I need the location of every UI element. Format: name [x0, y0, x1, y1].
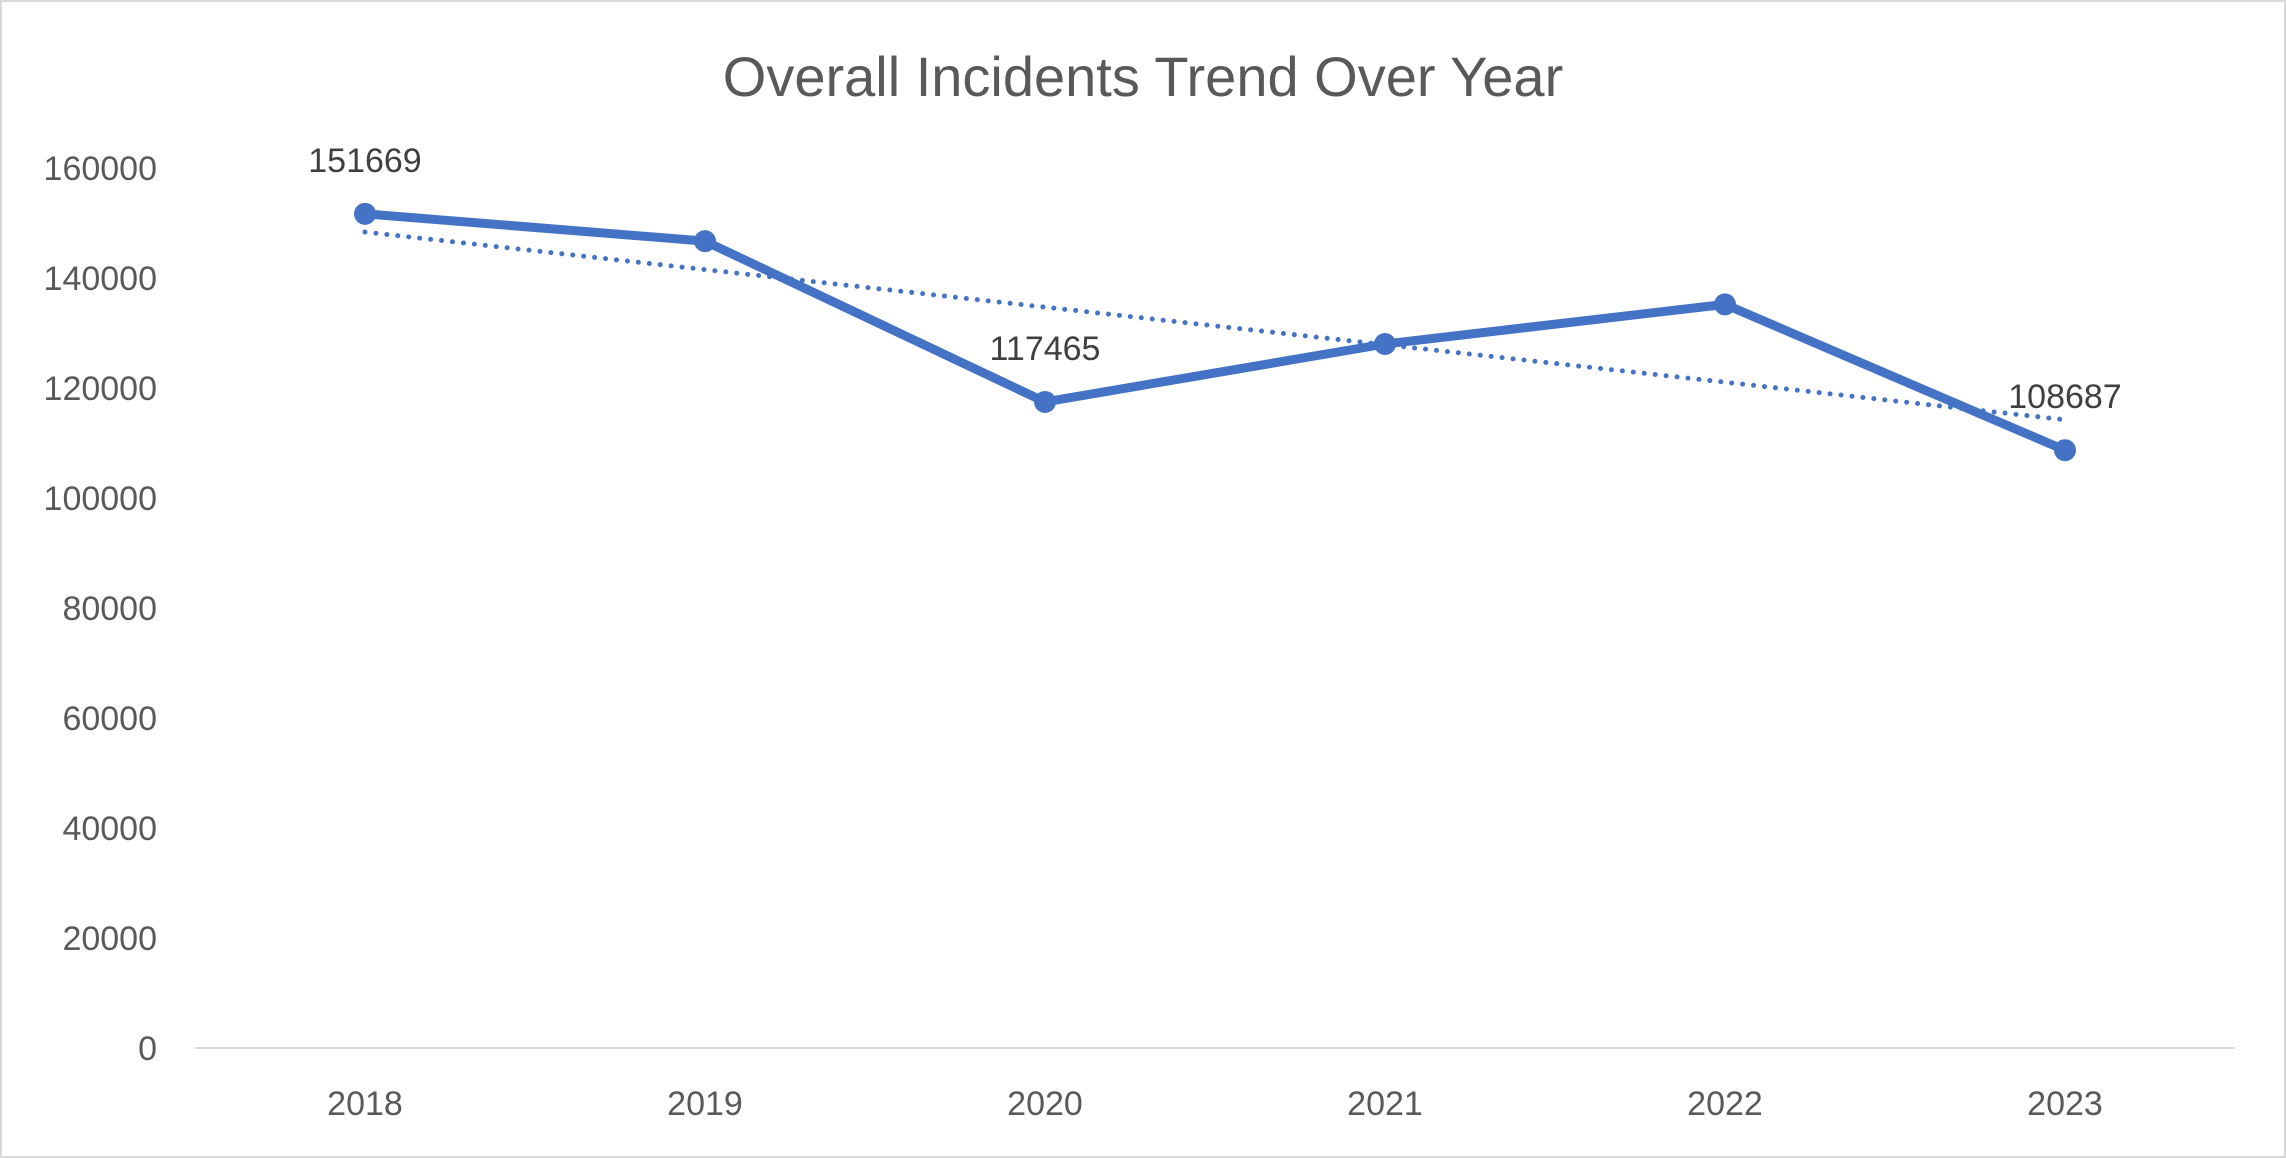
- data-labels-layer: 151669 117465 108687: [308, 142, 2121, 416]
- data-label: 151669: [308, 142, 421, 180]
- trendline-layer: [362, 229, 2068, 423]
- y-tick-label: 0: [138, 1030, 157, 1068]
- data-point: [2054, 439, 2076, 462]
- x-tick-label: 2019: [667, 1085, 743, 1123]
- y-tick-label: 60000: [62, 700, 157, 738]
- x-axis-ticks: 2018 2019 2020 2021 2022 2023: [327, 1085, 2103, 1123]
- x-tick-label: 2022: [1687, 1085, 1763, 1123]
- data-point: [1034, 390, 1056, 413]
- y-tick-label: 160000: [44, 150, 157, 188]
- data-point: [694, 230, 716, 253]
- y-tick-label: 40000: [62, 810, 157, 848]
- x-tick-label: 2021: [1347, 1085, 1423, 1123]
- series-line: [360, 209, 2070, 455]
- y-tick-label: 120000: [44, 370, 157, 408]
- data-label: 108687: [2008, 378, 2121, 416]
- data-point: [1374, 333, 1396, 355]
- series-layer: [354, 202, 2076, 462]
- y-tick-label: 80000: [62, 590, 157, 628]
- data-label: 117465: [990, 330, 1101, 368]
- y-tick-label: 20000: [62, 920, 157, 958]
- x-tick-label: 2018: [327, 1085, 403, 1123]
- chart-title: Overall Incidents Trend Over Year: [723, 45, 1563, 108]
- x-tick-label: 2023: [2027, 1085, 2103, 1123]
- x-tick-label: 2020: [1007, 1085, 1083, 1123]
- data-point: [354, 202, 376, 225]
- y-axis-ticks: 0 20000 40000 60000 80000 100000 120000 140000 1…: [44, 150, 157, 1068]
- y-tick-label: 100000: [44, 480, 157, 518]
- trendline: [362, 229, 2068, 423]
- y-tick-label: 140000: [44, 260, 157, 298]
- data-point: [1714, 293, 1736, 316]
